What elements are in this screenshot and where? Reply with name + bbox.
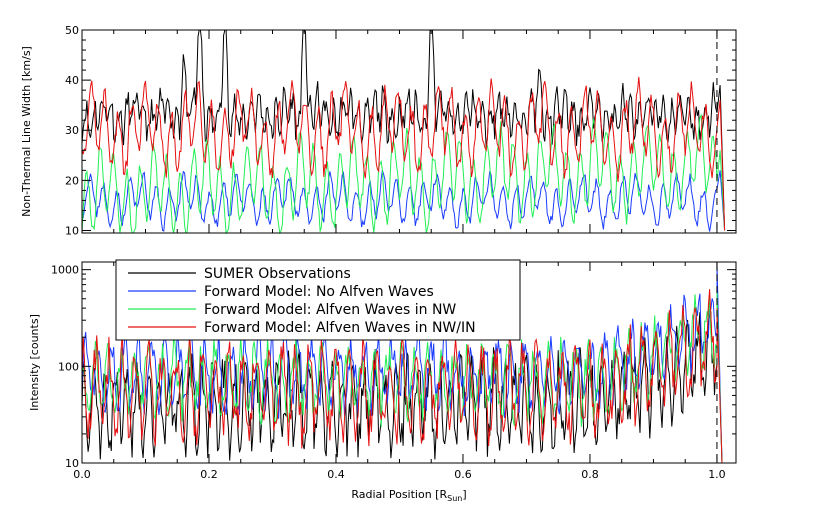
bottom-series-line-4 (81, 289, 723, 464)
x-tick-label: 0.0 (73, 468, 91, 481)
y-tick-label: 40 (65, 74, 79, 87)
bottom-panel: 10 100 1000 0.0 0.2 0.4 0.6 0.8 1.0 Intensity [… (28, 259, 737, 503)
y-tick-label: 10 (65, 457, 79, 470)
top-series-group (81, 29, 726, 235)
y-tick-label: 100 (58, 360, 79, 373)
legend-label: Forward Model: No Alfven Waves (204, 284, 434, 300)
y-tick-label: 1000 (51, 264, 79, 277)
top-y-axis-label: Non-Thermal Line Width [km/s] (20, 46, 33, 217)
x-tick-label: 0.4 (327, 468, 345, 481)
top-panel: 10 20 30 40 50 Non-Thermal Line Width [km/s] (20, 24, 737, 237)
legend-label: SUMER Observations (204, 266, 351, 282)
x-axis-label-end: ] (462, 488, 466, 501)
y-tick-label: 20 (65, 174, 79, 187)
x-axis-label-main: Radial Position [R (351, 488, 447, 501)
y-tick-label: 10 (65, 224, 79, 237)
legend: SUMER Observations Forward Model: No Alfv… (115, 259, 521, 341)
x-tick-label: 0.6 (454, 468, 472, 481)
bottom-y-ticks: 10 100 1000 (51, 264, 736, 470)
top-plot-frame (81, 29, 737, 234)
bottom-x-ticks: 0.0 0.2 0.4 0.6 0.8 1.0 (73, 262, 726, 481)
top-series-line-3 (81, 113, 726, 235)
x-tick-label: 0.8 (581, 468, 599, 481)
x-tick-label: 1.0 (708, 468, 726, 481)
legend-label: Forward Model: Alfven Waves in NW (204, 302, 456, 318)
y-tick-label: 30 (65, 124, 79, 137)
legend-label: Forward Model: Alfven Waves in NW/IN (204, 320, 476, 336)
top-y-ticks: 10 20 30 40 50 (65, 24, 736, 237)
bottom-series-group (81, 263, 723, 464)
y-tick-label: 50 (65, 24, 79, 37)
top-series-line-4 (81, 76, 726, 231)
x-axis-label: Radial Position [RSun] (351, 488, 466, 503)
bottom-series-line-3 (81, 291, 723, 464)
bottom-y-axis-label: Intensity [counts] (28, 314, 41, 411)
top-x-ticks (81, 30, 718, 233)
x-tick-label: 0.2 (200, 468, 218, 481)
x-axis-label-subscript: Sun (447, 494, 462, 503)
